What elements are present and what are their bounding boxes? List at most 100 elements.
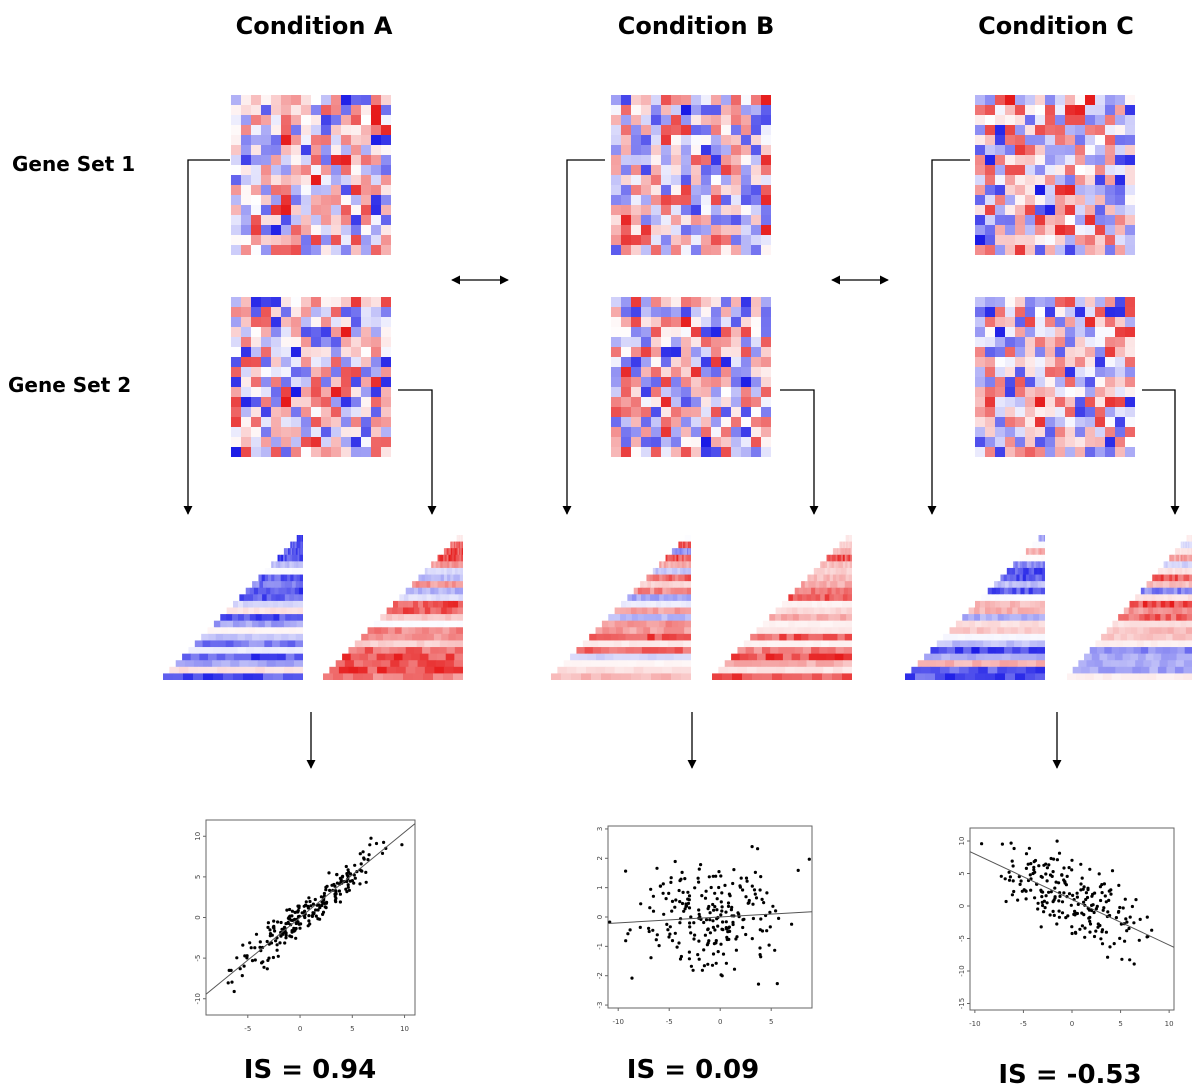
correlation-cell bbox=[915, 673, 925, 680]
scatter-point bbox=[304, 904, 307, 907]
correlation-cell bbox=[817, 654, 826, 661]
heatmap-cell bbox=[621, 115, 631, 125]
heatmap-cell bbox=[1125, 417, 1135, 427]
heatmap-cell bbox=[711, 185, 721, 195]
correlation-cell bbox=[620, 608, 626, 615]
heatmap-cell bbox=[681, 215, 691, 225]
heatmap-cell bbox=[721, 175, 731, 185]
correlation-cell bbox=[570, 654, 579, 661]
correlation-cell bbox=[634, 667, 644, 674]
heatmap-cell bbox=[975, 165, 985, 175]
correlation-cell bbox=[1187, 608, 1192, 615]
correlation-cell bbox=[658, 588, 662, 595]
heatmap-cell bbox=[731, 357, 741, 367]
correlation-cell bbox=[273, 673, 283, 680]
heatmap-cell bbox=[271, 115, 281, 125]
heatmap-cell bbox=[1085, 145, 1095, 155]
correlation-cell bbox=[458, 568, 461, 575]
scatter-point bbox=[1070, 859, 1073, 862]
heatmap-cell bbox=[311, 145, 321, 155]
correlation-cell bbox=[632, 594, 637, 601]
heatmap-cell bbox=[241, 337, 251, 347]
correlation-cell bbox=[675, 588, 679, 595]
heatmap-cell bbox=[371, 367, 381, 377]
heatmap-cell bbox=[381, 135, 391, 145]
heatmap-cell bbox=[311, 347, 321, 357]
heatmap-cell bbox=[301, 125, 311, 135]
correlation-cell bbox=[404, 594, 409, 601]
correlation-cell bbox=[1023, 608, 1029, 615]
scatter-point bbox=[1150, 929, 1153, 932]
scatter-point bbox=[747, 902, 750, 905]
correlation-cell bbox=[990, 608, 996, 615]
heatmap-cell bbox=[731, 387, 741, 397]
heatmap-cell bbox=[1005, 215, 1015, 225]
correlation-cell bbox=[993, 654, 1002, 661]
correlation-cell bbox=[232, 614, 238, 621]
heatmap-cell bbox=[1075, 327, 1085, 337]
correlation-cell bbox=[1023, 575, 1027, 582]
heatmap-cell bbox=[1045, 235, 1055, 245]
heatmap-cell bbox=[381, 377, 391, 387]
scatter-point bbox=[677, 941, 680, 944]
correlation-cell bbox=[1023, 581, 1027, 588]
correlation-cell bbox=[673, 594, 678, 601]
heatmap-cell bbox=[1125, 205, 1135, 215]
correlation-cell bbox=[1179, 581, 1183, 588]
correlation-cell bbox=[1134, 601, 1139, 608]
heatmap-cell bbox=[251, 437, 261, 447]
heatmap-cell bbox=[691, 437, 701, 447]
correlation-cell bbox=[1026, 667, 1036, 674]
correlation-cell bbox=[452, 581, 456, 588]
correlation-cell bbox=[1010, 575, 1014, 582]
correlation-cell bbox=[1011, 627, 1018, 634]
heatmap-cell bbox=[1035, 195, 1045, 205]
heatmap-cell bbox=[371, 317, 381, 327]
scatter-point bbox=[649, 888, 652, 891]
correlation-cell bbox=[428, 575, 432, 582]
scatter-point bbox=[276, 920, 279, 923]
scatter-point bbox=[1019, 883, 1022, 886]
scatter-point bbox=[351, 879, 354, 882]
heatmap-cell bbox=[1065, 397, 1075, 407]
correlation-cell bbox=[1036, 660, 1045, 667]
heatmap-cell bbox=[985, 317, 995, 327]
correlation-cell bbox=[1173, 568, 1176, 575]
scatter-point bbox=[1056, 858, 1059, 861]
scatter-point bbox=[1125, 929, 1128, 932]
correlation-cell bbox=[1034, 581, 1038, 588]
scatter-point bbox=[339, 893, 342, 896]
heatmap-cell bbox=[751, 427, 761, 437]
heatmap-cell bbox=[1115, 377, 1125, 387]
scatter-point bbox=[322, 911, 325, 914]
heatmap-cell bbox=[1115, 297, 1125, 307]
correlation-cell bbox=[561, 673, 571, 680]
correlation-cell bbox=[299, 588, 303, 595]
correlation-cell bbox=[990, 594, 995, 601]
correlation-cell bbox=[422, 575, 426, 582]
correlation-cell bbox=[359, 654, 368, 661]
correlation-cell bbox=[457, 575, 461, 582]
correlation-cell bbox=[851, 548, 852, 555]
scatter-point bbox=[686, 898, 689, 901]
correlation-cell bbox=[414, 608, 420, 615]
correlation-cell bbox=[807, 660, 816, 667]
correlation-cell bbox=[418, 601, 423, 608]
heatmap-cell bbox=[1015, 347, 1025, 357]
heatmap-cell bbox=[631, 125, 641, 135]
heatmap-cell bbox=[271, 307, 281, 317]
heatmap-cell bbox=[241, 195, 251, 205]
scatter-point bbox=[368, 843, 371, 846]
heatmap-cell bbox=[985, 447, 995, 457]
correlation-cell bbox=[842, 575, 846, 582]
correlation-cell bbox=[1138, 654, 1146, 661]
correlation-cell bbox=[609, 647, 618, 654]
correlation-cell bbox=[1178, 575, 1181, 582]
heatmap-cell bbox=[761, 165, 771, 175]
correlation-cell bbox=[408, 608, 414, 615]
correlation-cell bbox=[825, 608, 831, 615]
heatmap-cell bbox=[371, 407, 381, 417]
scatter-point bbox=[808, 858, 811, 861]
correlation-cell bbox=[422, 588, 426, 595]
correlation-cell bbox=[387, 667, 397, 674]
